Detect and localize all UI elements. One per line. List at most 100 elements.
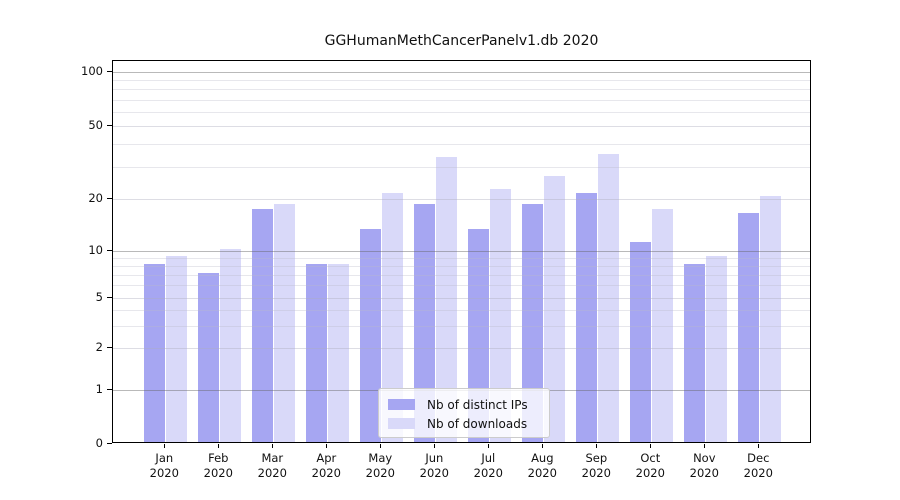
- y-tick-label: 1: [95, 382, 103, 397]
- year-label: 2020: [689, 466, 719, 480]
- x-tick-mark: [758, 444, 760, 448]
- bar-downloads: [489, 188, 511, 442]
- month-label: Feb: [208, 451, 229, 465]
- bar-downloads: [705, 255, 727, 442]
- bar-distinct-ips: [305, 263, 327, 442]
- x-tick-mark: [596, 444, 598, 448]
- year-label: 2020: [311, 466, 341, 480]
- bar-distinct-ips: [737, 213, 759, 442]
- legend-swatch-downloads: [388, 418, 415, 429]
- x-tick-label-apr: Apr 2020: [302, 451, 350, 481]
- bar-downloads: [597, 154, 619, 442]
- gridline-60: [113, 111, 810, 113]
- x-tick-mark: [650, 444, 652, 448]
- year-label: 2020: [149, 466, 179, 480]
- gridline-50: [113, 126, 810, 127]
- legend-row-downloads: Nb of downloads: [388, 414, 540, 433]
- x-tick-mark: [704, 444, 706, 448]
- x-tick-label-may: May 2020: [356, 451, 404, 481]
- bar-downloads: [759, 196, 781, 442]
- gridline-7: [113, 275, 810, 276]
- x-tick-label-jul: Jul 2020: [464, 451, 512, 481]
- gridline-40: [113, 143, 810, 145]
- month-label: Aug: [531, 451, 554, 465]
- gridline-90: [113, 80, 810, 82]
- x-tick-mark: [326, 444, 328, 448]
- year-label: 2020: [527, 466, 557, 480]
- y-tick-label: 50: [88, 118, 103, 132]
- legend-row-distinct-ips: Nb of distinct IPs: [388, 395, 540, 414]
- bar-downloads: [381, 192, 403, 442]
- month-label: Jun: [425, 451, 444, 465]
- y-tick-mark: [107, 346, 112, 348]
- bar-distinct-ips: [629, 241, 651, 442]
- year-label: 2020: [473, 466, 503, 480]
- year-label: 2020: [257, 466, 287, 480]
- gridline-4: [113, 309, 810, 311]
- bar-distinct-ips: [143, 263, 165, 442]
- month-label: Jul: [481, 451, 496, 465]
- year-label: 2020: [419, 466, 449, 480]
- y-tick-label: 2: [95, 339, 103, 354]
- x-tick-label-jun: Jun 2020: [410, 451, 458, 481]
- month-label: Sep: [585, 451, 608, 465]
- legend-label-distinct-ips: Nb of distinct IPs: [427, 397, 528, 412]
- x-tick-mark: [272, 444, 274, 448]
- bar-downloads: [543, 175, 565, 442]
- y-tick-label: 100: [81, 64, 103, 78]
- x-tick-mark: [164, 444, 166, 448]
- bar-distinct-ips: [413, 204, 435, 442]
- y-tick-mark: [107, 250, 112, 251]
- gridline-3: [113, 325, 810, 327]
- month-label: May: [368, 451, 393, 465]
- y-tick-mark: [107, 71, 112, 72]
- year-label: 2020: [203, 466, 233, 480]
- x-tick-mark: [542, 444, 544, 448]
- y-tick-mark: [107, 389, 112, 391]
- bar-downloads: [435, 156, 457, 442]
- bar-downloads: [165, 255, 187, 442]
- gridline-20: [113, 198, 810, 200]
- month-label: Dec: [747, 451, 770, 465]
- gridline-5: [113, 297, 810, 299]
- x-tick-label-sep: Sep 2020: [572, 451, 620, 481]
- x-tick-mark: [380, 444, 382, 448]
- x-tick-label-oct: Oct 2020: [626, 451, 674, 481]
- x-tick-label-feb: Feb 2020: [194, 451, 242, 481]
- legend: Nb of distinct IPs Nb of downloads: [378, 388, 550, 438]
- year-label: 2020: [365, 466, 395, 480]
- x-tick-mark: [488, 444, 490, 448]
- y-tick-mark: [107, 197, 112, 199]
- bar-downloads: [219, 248, 241, 442]
- gridline-100: [113, 72, 810, 73]
- bar-downloads: [651, 208, 673, 442]
- bar-distinct-ips: [683, 263, 705, 442]
- year-label: 2020: [743, 466, 773, 480]
- bar-distinct-ips: [251, 208, 273, 442]
- plot-area: [112, 60, 811, 443]
- gridline-80: [113, 89, 810, 91]
- x-tick-label-aug: Aug 2020: [518, 451, 566, 481]
- month-label: Mar: [261, 451, 284, 465]
- month-label: Nov: [693, 451, 716, 465]
- gridline-2: [113, 347, 810, 349]
- x-tick-label-dec: Dec 2020: [734, 451, 782, 481]
- year-label: 2020: [635, 466, 665, 480]
- gridline-6: [113, 285, 810, 287]
- y-tick-label: 10: [88, 243, 103, 257]
- gridline-30: [113, 166, 810, 168]
- legend-label-downloads: Nb of downloads: [427, 416, 528, 431]
- gridline-8: [113, 266, 810, 267]
- bar-downloads: [327, 263, 349, 442]
- legend-swatch-distinct-ips: [388, 399, 415, 410]
- x-tick-mark: [434, 444, 436, 448]
- bar-distinct-ips: [359, 228, 381, 442]
- gridline-70: [113, 99, 810, 101]
- y-tick-label: 0: [95, 436, 103, 451]
- bar-downloads: [273, 204, 295, 442]
- year-label: 2020: [581, 466, 611, 480]
- bar-distinct-ips: [521, 204, 543, 442]
- chart-title: GGHumanMethCancerPanelv1.db 2020: [324, 33, 599, 49]
- y-tick-label: 20: [88, 190, 103, 205]
